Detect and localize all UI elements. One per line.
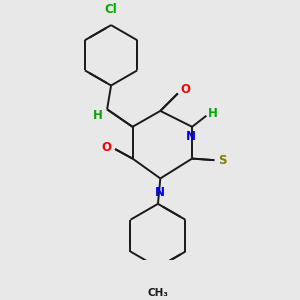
Text: Cl: Cl xyxy=(105,3,117,16)
Text: O: O xyxy=(180,83,190,96)
Text: CH₃: CH₃ xyxy=(147,288,168,298)
Text: O: O xyxy=(102,141,112,154)
Text: S: S xyxy=(218,154,227,167)
Text: N: N xyxy=(185,130,196,143)
Text: H: H xyxy=(208,107,218,120)
Text: N: N xyxy=(155,186,165,200)
Text: H: H xyxy=(93,109,103,122)
